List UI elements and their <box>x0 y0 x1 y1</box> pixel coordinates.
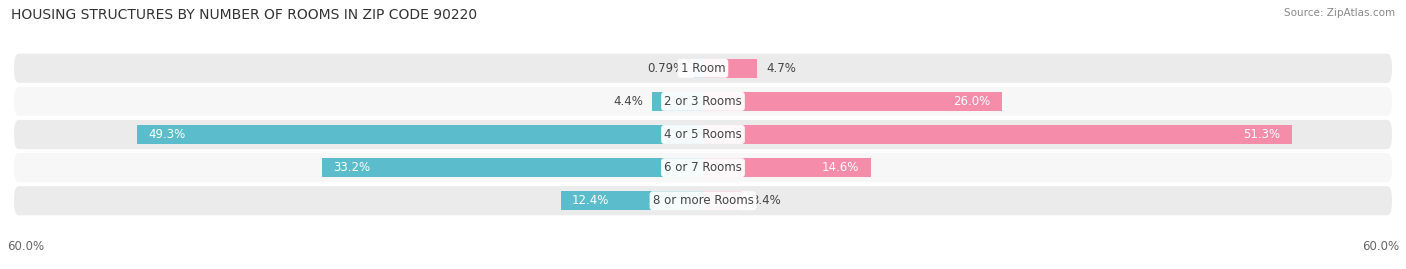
Text: 33.2%: 33.2% <box>333 161 370 174</box>
Bar <box>136 125 703 144</box>
Text: 2 or 3 Rooms: 2 or 3 Rooms <box>664 95 742 108</box>
Text: 4.4%: 4.4% <box>613 95 644 108</box>
Text: 6 or 7 Rooms: 6 or 7 Rooms <box>664 161 742 174</box>
Bar <box>703 59 756 78</box>
Text: 0.79%: 0.79% <box>648 62 685 75</box>
Bar <box>703 125 1292 144</box>
Text: 26.0%: 26.0% <box>953 95 990 108</box>
FancyBboxPatch shape <box>14 153 1392 182</box>
Text: 1 Room: 1 Room <box>681 62 725 75</box>
Bar <box>703 191 742 210</box>
Bar <box>703 92 1001 111</box>
Text: 49.3%: 49.3% <box>149 128 186 141</box>
Text: Source: ZipAtlas.com: Source: ZipAtlas.com <box>1284 8 1395 18</box>
FancyBboxPatch shape <box>14 54 1392 83</box>
Bar <box>695 59 703 78</box>
FancyBboxPatch shape <box>14 120 1392 149</box>
Bar <box>703 158 870 177</box>
Bar <box>652 92 703 111</box>
Bar <box>322 158 703 177</box>
Text: 60.0%: 60.0% <box>7 240 44 253</box>
Text: 14.6%: 14.6% <box>821 161 859 174</box>
Text: 4.7%: 4.7% <box>766 62 796 75</box>
Text: 3.4%: 3.4% <box>751 194 780 207</box>
Text: 51.3%: 51.3% <box>1243 128 1281 141</box>
Bar <box>561 191 703 210</box>
Text: 4 or 5 Rooms: 4 or 5 Rooms <box>664 128 742 141</box>
Text: 12.4%: 12.4% <box>572 194 609 207</box>
FancyBboxPatch shape <box>14 87 1392 116</box>
Text: 8 or more Rooms: 8 or more Rooms <box>652 194 754 207</box>
Text: 60.0%: 60.0% <box>1362 240 1399 253</box>
FancyBboxPatch shape <box>14 186 1392 215</box>
Text: HOUSING STRUCTURES BY NUMBER OF ROOMS IN ZIP CODE 90220: HOUSING STRUCTURES BY NUMBER OF ROOMS IN… <box>11 8 478 22</box>
